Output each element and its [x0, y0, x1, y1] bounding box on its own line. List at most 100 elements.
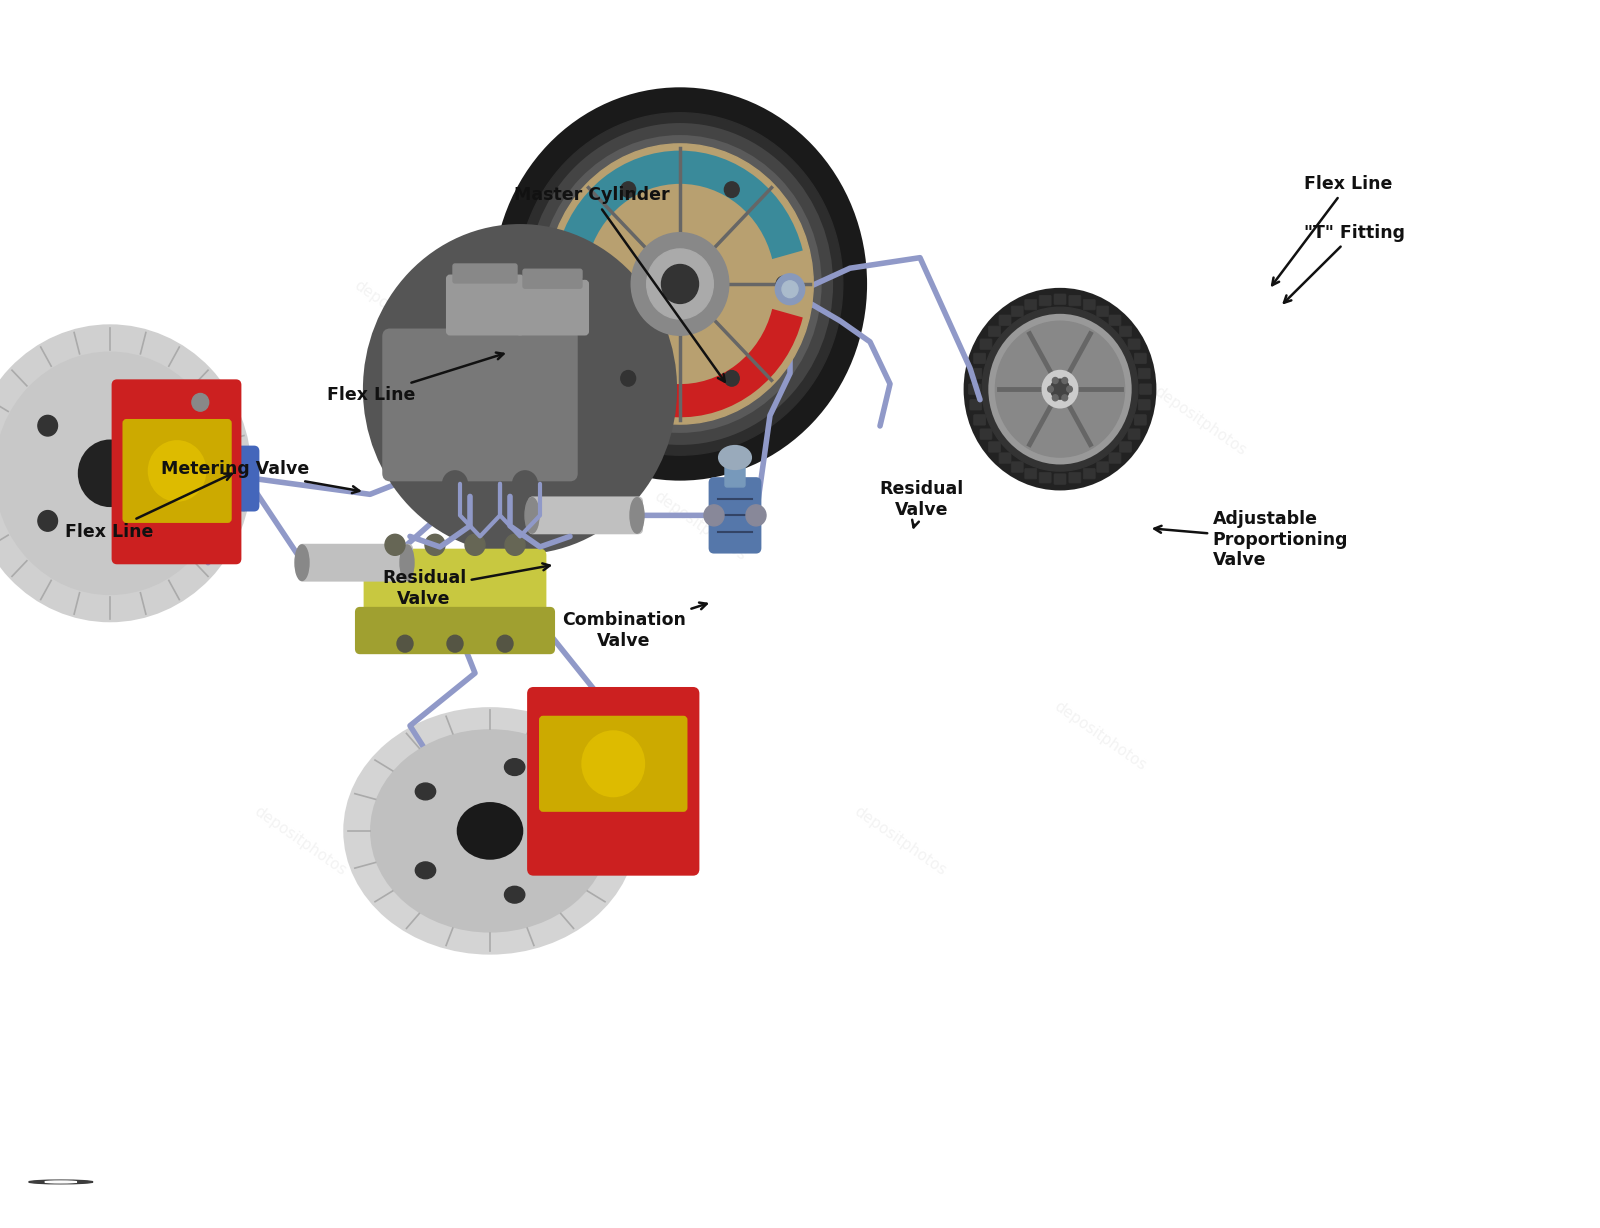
Text: depositphotos: depositphotos: [651, 489, 749, 564]
Circle shape: [1043, 371, 1077, 408]
Circle shape: [221, 497, 237, 515]
Circle shape: [386, 534, 405, 555]
Ellipse shape: [718, 446, 750, 469]
Circle shape: [221, 443, 237, 459]
Ellipse shape: [560, 823, 579, 839]
FancyBboxPatch shape: [198, 447, 258, 510]
FancyBboxPatch shape: [970, 399, 982, 410]
Text: Adjustable
Proportioning
Valve: Adjustable Proportioning Valve: [1154, 510, 1349, 570]
Circle shape: [466, 534, 485, 555]
FancyBboxPatch shape: [1069, 473, 1082, 483]
FancyBboxPatch shape: [1024, 468, 1037, 479]
Circle shape: [45, 1181, 77, 1183]
Circle shape: [0, 352, 224, 594]
Ellipse shape: [504, 759, 525, 775]
Circle shape: [782, 281, 798, 297]
FancyBboxPatch shape: [541, 717, 686, 810]
Circle shape: [646, 249, 714, 319]
Circle shape: [995, 322, 1125, 457]
FancyBboxPatch shape: [1038, 473, 1051, 483]
Circle shape: [661, 264, 699, 303]
FancyBboxPatch shape: [710, 479, 760, 553]
Circle shape: [1062, 395, 1067, 400]
Circle shape: [1062, 377, 1067, 383]
FancyBboxPatch shape: [530, 497, 642, 533]
Circle shape: [528, 124, 832, 443]
FancyBboxPatch shape: [1134, 354, 1146, 363]
Text: Residual
Valve: Residual Valve: [880, 480, 963, 527]
FancyBboxPatch shape: [446, 275, 523, 334]
Circle shape: [178, 463, 197, 484]
Circle shape: [13, 1179, 109, 1185]
Circle shape: [582, 732, 645, 796]
Text: Flex Line: Flex Line: [64, 474, 232, 540]
FancyBboxPatch shape: [1134, 415, 1146, 425]
Text: depositphotos: depositphotos: [851, 804, 949, 879]
FancyBboxPatch shape: [1096, 306, 1109, 317]
Circle shape: [517, 113, 843, 456]
Circle shape: [494, 90, 866, 479]
FancyBboxPatch shape: [365, 550, 546, 629]
Ellipse shape: [458, 803, 522, 858]
Text: depositphotos: depositphotos: [1150, 383, 1250, 458]
Circle shape: [1051, 379, 1069, 399]
Circle shape: [123, 386, 144, 406]
Text: depositphotos: depositphotos: [115, 1172, 285, 1192]
Circle shape: [1067, 386, 1072, 392]
Circle shape: [1048, 386, 1053, 392]
Text: depositphotos: depositphotos: [1051, 699, 1149, 774]
Circle shape: [725, 371, 739, 386]
Circle shape: [725, 182, 739, 198]
Circle shape: [982, 307, 1138, 472]
FancyBboxPatch shape: [1038, 295, 1051, 306]
Circle shape: [746, 505, 766, 526]
FancyBboxPatch shape: [114, 381, 240, 562]
Ellipse shape: [371, 731, 610, 932]
Text: "T" Fitting: "T" Fitting: [1283, 223, 1405, 303]
Circle shape: [0, 327, 250, 620]
FancyBboxPatch shape: [1054, 293, 1066, 305]
FancyBboxPatch shape: [1096, 462, 1109, 473]
FancyBboxPatch shape: [1011, 462, 1024, 473]
FancyBboxPatch shape: [998, 453, 1011, 463]
Circle shape: [632, 233, 728, 334]
Circle shape: [446, 635, 462, 652]
Ellipse shape: [525, 497, 539, 533]
FancyBboxPatch shape: [1109, 453, 1122, 463]
Circle shape: [1053, 395, 1058, 400]
Circle shape: [776, 275, 805, 305]
Ellipse shape: [416, 783, 435, 799]
Circle shape: [514, 472, 538, 496]
Text: Master Cylinder: Master Cylinder: [514, 187, 725, 382]
FancyBboxPatch shape: [974, 415, 986, 425]
Circle shape: [397, 635, 413, 652]
FancyBboxPatch shape: [989, 442, 1000, 452]
FancyBboxPatch shape: [1120, 442, 1131, 452]
Circle shape: [1053, 377, 1058, 383]
Circle shape: [498, 635, 514, 652]
Circle shape: [506, 534, 525, 555]
Circle shape: [621, 182, 635, 198]
FancyBboxPatch shape: [517, 281, 589, 334]
FancyBboxPatch shape: [989, 327, 1000, 336]
FancyBboxPatch shape: [968, 384, 981, 394]
Ellipse shape: [400, 545, 414, 581]
Circle shape: [704, 505, 723, 526]
Circle shape: [621, 371, 635, 386]
FancyBboxPatch shape: [355, 608, 554, 653]
Circle shape: [570, 276, 584, 292]
FancyBboxPatch shape: [998, 316, 1011, 325]
Circle shape: [123, 540, 144, 561]
Text: depositphotos: depositphotos: [350, 279, 450, 352]
FancyBboxPatch shape: [1054, 474, 1066, 484]
Circle shape: [29, 1180, 93, 1184]
FancyBboxPatch shape: [1024, 300, 1037, 309]
Text: Metering Valve: Metering Valve: [162, 460, 360, 494]
FancyBboxPatch shape: [1083, 300, 1096, 309]
FancyBboxPatch shape: [1109, 316, 1122, 325]
Circle shape: [539, 136, 821, 432]
Text: Image ID: 209548114    www.depositphotos.com: Image ID: 209548114 www.depositphotos.co…: [1088, 1175, 1426, 1189]
FancyBboxPatch shape: [1069, 295, 1082, 306]
Ellipse shape: [294, 545, 309, 581]
Ellipse shape: [504, 887, 525, 903]
